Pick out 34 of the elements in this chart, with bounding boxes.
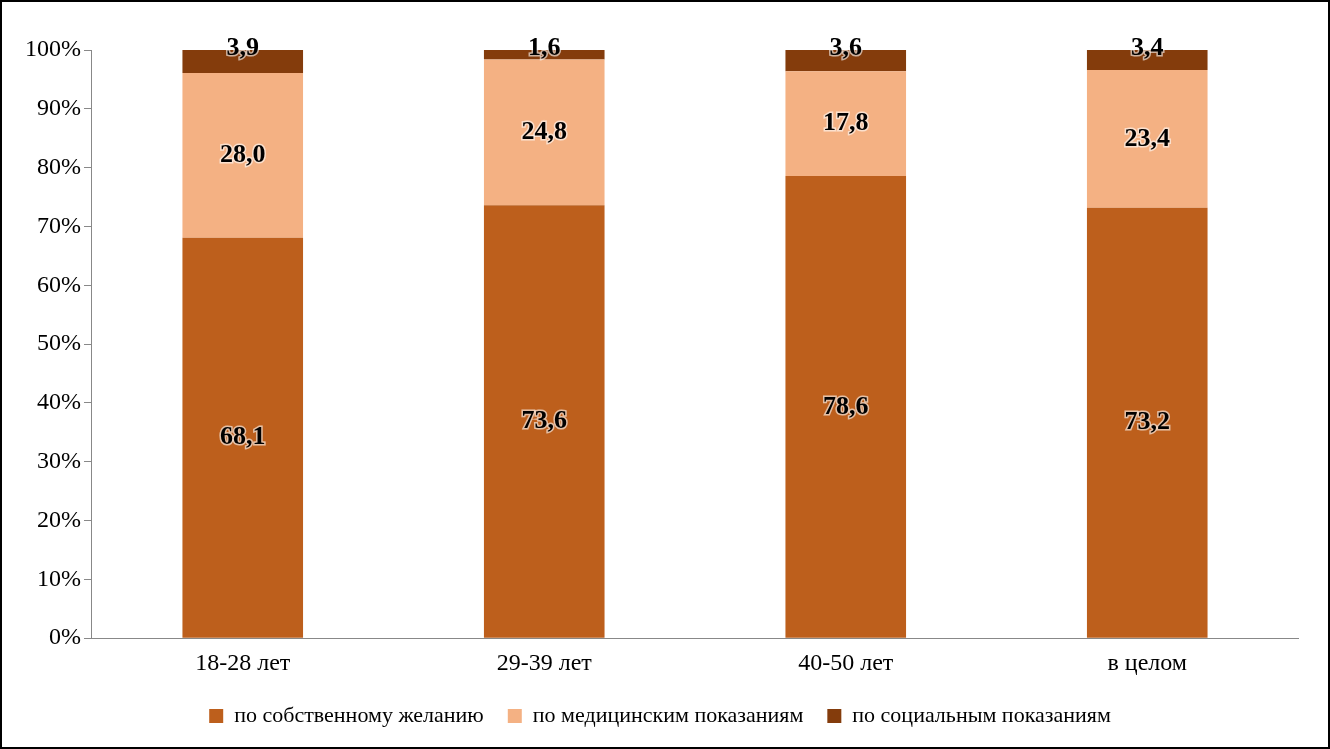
x-tick-label: 29-39 лет <box>496 648 593 675</box>
legend-label: по собственному желанию <box>234 701 484 727</box>
y-tick-label: 90% <box>36 94 81 121</box>
data-label: 73,2 <box>1124 406 1170 436</box>
bar <box>785 175 907 638</box>
data-label: 23,4 <box>1124 122 1170 152</box>
y-tick-label: 80% <box>36 152 81 179</box>
bar <box>1086 207 1208 638</box>
y-tick-label: 70% <box>36 211 81 238</box>
data-label: 28,0 <box>219 139 266 169</box>
bar <box>1086 70 1208 208</box>
x-tick-label: 18-28 лет <box>195 648 291 675</box>
data-label: 78,6 <box>823 390 869 420</box>
data-label: 24,8 <box>521 116 567 146</box>
y-tick-label: 100% <box>24 35 81 62</box>
bar <box>483 59 605 206</box>
y-tick-label: 10% <box>36 564 81 591</box>
data-label: 68,1 <box>219 421 266 451</box>
y-tick-label: 40% <box>36 388 81 415</box>
x-tick-label: 40-50 лет <box>798 648 894 675</box>
x-tick-label: в целом <box>1107 648 1188 675</box>
bar <box>785 71 907 176</box>
data-label: 73,6 <box>521 405 567 435</box>
y-tick-label: 30% <box>36 447 81 474</box>
legend-label: по социальным показаниям <box>852 701 1111 727</box>
y-tick-label: 50% <box>36 329 81 356</box>
legend-label: по медицинским показаниям <box>532 701 804 727</box>
bar <box>182 72 304 238</box>
y-tick-label: 60% <box>36 270 81 297</box>
y-tick-label: 0% <box>48 623 81 650</box>
data-label: 17,8 <box>823 107 869 137</box>
bar <box>182 237 304 638</box>
y-tick-label: 20% <box>36 505 81 532</box>
bar <box>483 205 605 638</box>
